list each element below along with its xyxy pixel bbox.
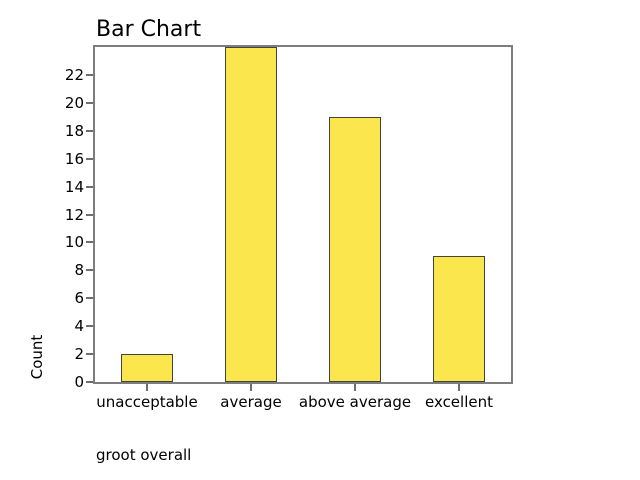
chart-title: Bar Chart bbox=[96, 17, 202, 42]
y-tick bbox=[86, 101, 93, 104]
y-tick bbox=[86, 73, 93, 76]
x-axis-title: groot overall bbox=[96, 446, 192, 464]
x-tick bbox=[354, 384, 356, 391]
y-tick bbox=[86, 325, 93, 328]
x-tick bbox=[146, 384, 148, 391]
y-tick bbox=[86, 381, 93, 383]
y-tick-label: 4 bbox=[74, 317, 84, 336]
y-tick bbox=[86, 269, 93, 272]
y-tick bbox=[86, 213, 93, 216]
y-tick-label: 0 bbox=[74, 373, 84, 391]
y-tick bbox=[86, 157, 93, 160]
bar-above-average bbox=[329, 116, 381, 382]
x-tick-label: above average bbox=[298, 393, 412, 411]
x-tick bbox=[458, 384, 460, 391]
x-tick-label: average bbox=[220, 393, 282, 411]
y-tick bbox=[86, 297, 93, 300]
plot-area: 0 2 4 6 8 10 12 14 16 18 20 22 unacceptable average a… bbox=[65, 45, 513, 411]
y-tick bbox=[86, 129, 93, 132]
y-tick-label: 22 bbox=[64, 65, 84, 84]
y-tick-label: 16 bbox=[64, 149, 84, 168]
y-tick bbox=[86, 353, 93, 356]
y-tick-label: 14 bbox=[64, 177, 84, 196]
x-tick bbox=[250, 384, 252, 391]
bar-average bbox=[225, 47, 277, 382]
y-tick-label: 8 bbox=[74, 261, 84, 280]
bar-unacceptable bbox=[121, 354, 173, 382]
y-tick-label: 18 bbox=[64, 121, 84, 140]
y-tick-label: 20 bbox=[64, 93, 84, 112]
y-tick bbox=[86, 241, 93, 244]
y-tick-label: 2 bbox=[74, 345, 84, 364]
x-tick-label: unacceptable bbox=[96, 393, 198, 411]
x-tick-label: excellent bbox=[424, 393, 493, 411]
y-tick-label: 10 bbox=[64, 233, 84, 252]
y-tick-label: 6 bbox=[74, 289, 84, 308]
bar-excellent bbox=[433, 256, 485, 382]
y-tick bbox=[86, 185, 93, 188]
y-tick-label: 12 bbox=[64, 205, 84, 224]
